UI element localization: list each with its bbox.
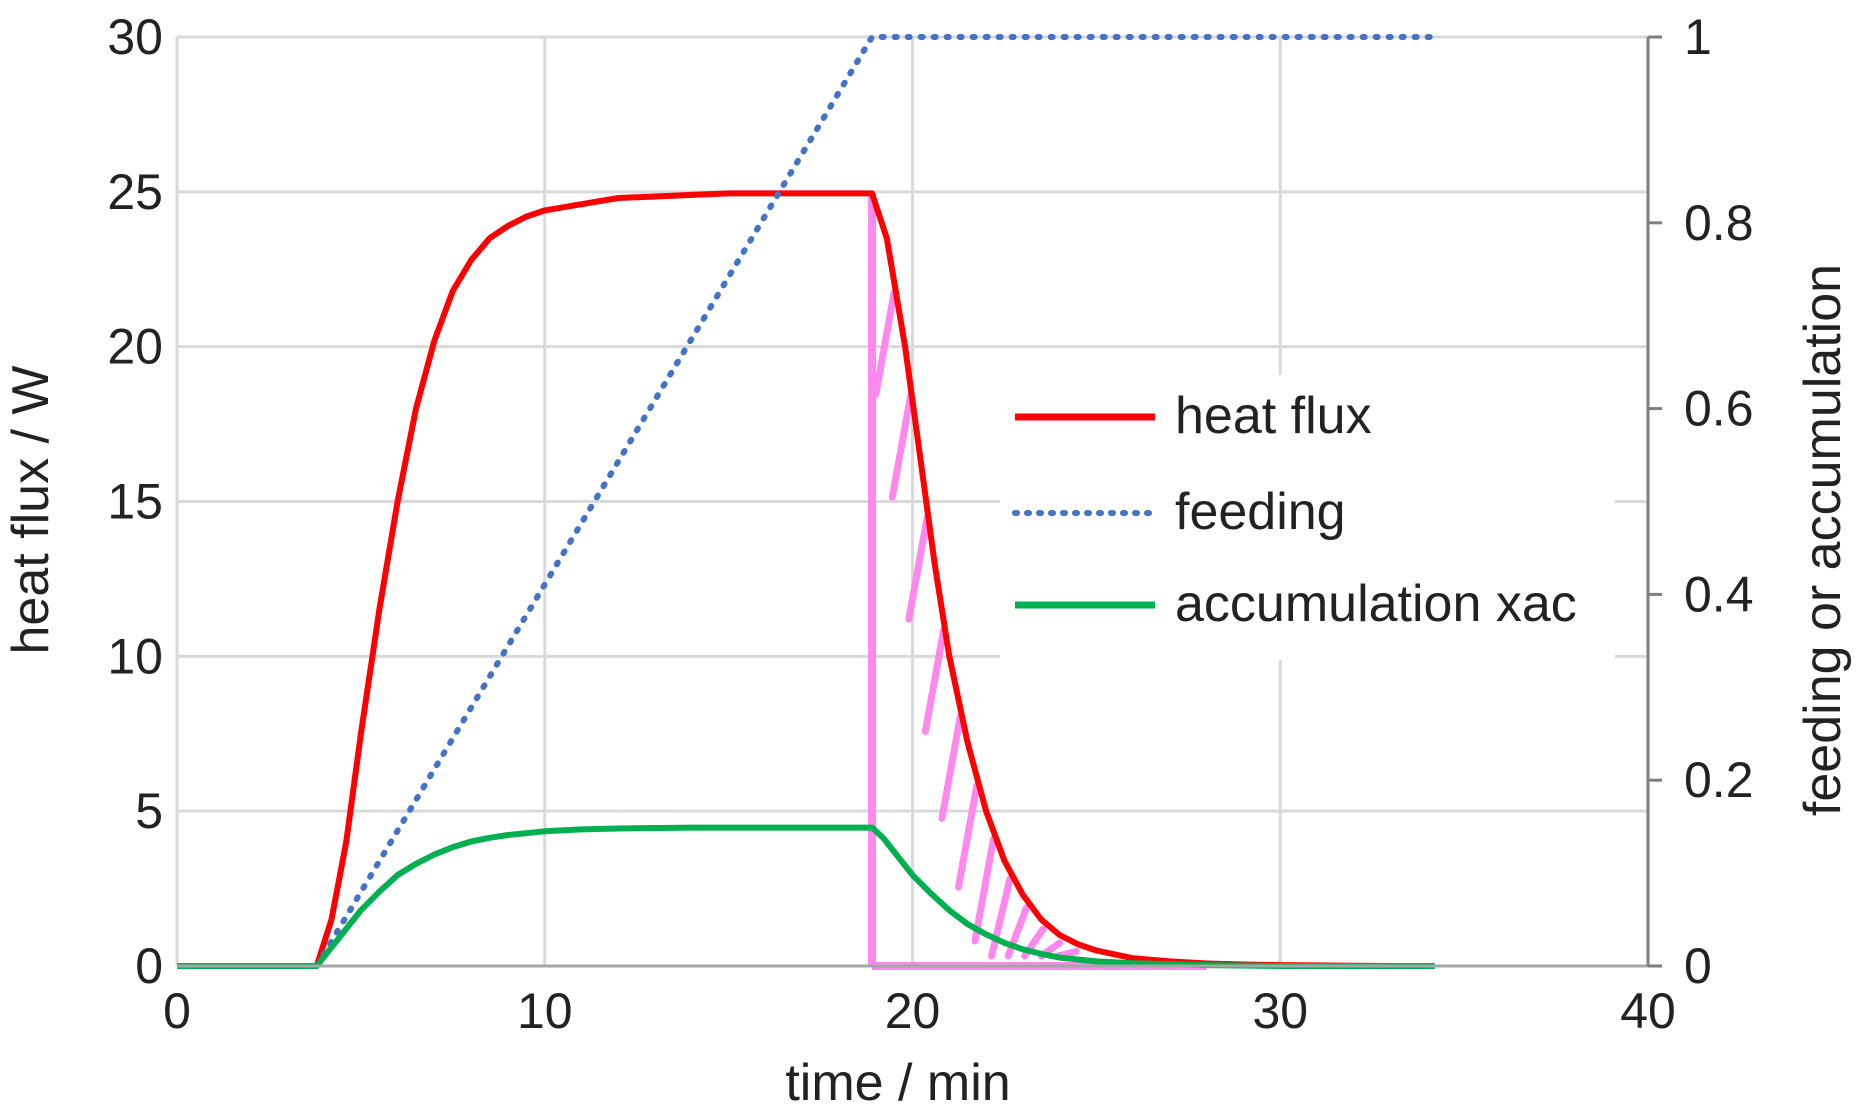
y2-tick-label-5: 1 xyxy=(1684,9,1712,65)
y2-tick-label-4: 0.8 xyxy=(1684,195,1754,251)
hatch-stroke-1 xyxy=(888,391,915,501)
x-tick-label-3: 30 xyxy=(1252,983,1308,1039)
x-axis-title: time / min xyxy=(785,1054,1010,1107)
hatch-stroke-4 xyxy=(938,712,964,822)
x-tick-label-4: 40 xyxy=(1620,983,1676,1039)
series-line-accumulation-xac xyxy=(177,824,1435,969)
hatch-stroke-5 xyxy=(954,781,981,891)
hatch-stroke-6 xyxy=(971,835,997,945)
hatch-stroke-7 xyxy=(988,875,1014,960)
series-line-heat-flux xyxy=(177,190,1435,969)
y-tick-label-0: 0 xyxy=(135,938,163,994)
y2-tick-label-3: 0.6 xyxy=(1684,381,1754,437)
y-tick-label-5: 25 xyxy=(107,164,163,220)
hatch-stroke-0 xyxy=(872,289,898,399)
hatch-stroke-2 xyxy=(905,513,931,623)
legend: heat flux feeding accumulation xac xyxy=(1000,375,1615,660)
hatch-stroke-3 xyxy=(921,625,948,735)
series-line-feeding xyxy=(313,34,1438,969)
x-tick-label-0: 0 xyxy=(163,983,191,1039)
legend-label-heat-flux: heat flux xyxy=(1175,387,1372,445)
y-tick-label-1: 5 xyxy=(135,783,163,839)
y2-tick-label-2: 0.4 xyxy=(1684,566,1754,622)
plot-series xyxy=(177,34,1438,969)
x-tick-label-2: 20 xyxy=(885,983,941,1039)
y2-tick-label-1: 0.2 xyxy=(1684,752,1754,808)
legend-label-feeding: feeding xyxy=(1175,483,1346,541)
y-tick-label-4: 20 xyxy=(107,319,163,375)
y2-tick-label-0: 0 xyxy=(1684,938,1712,994)
y-axis-title: heat flux / W xyxy=(2,366,60,655)
y-tick-label-3: 15 xyxy=(107,474,163,530)
legend-background xyxy=(1000,375,1615,660)
y-tick-label-6: 30 xyxy=(107,9,163,65)
y-tick-label-2: 10 xyxy=(107,628,163,684)
x-tick-label-1: 10 xyxy=(517,983,573,1039)
axes xyxy=(177,35,1662,968)
y2-axis-title: feeding or accumulation xyxy=(1794,264,1852,816)
legend-label-accumulation: accumulation xac xyxy=(1175,575,1577,633)
